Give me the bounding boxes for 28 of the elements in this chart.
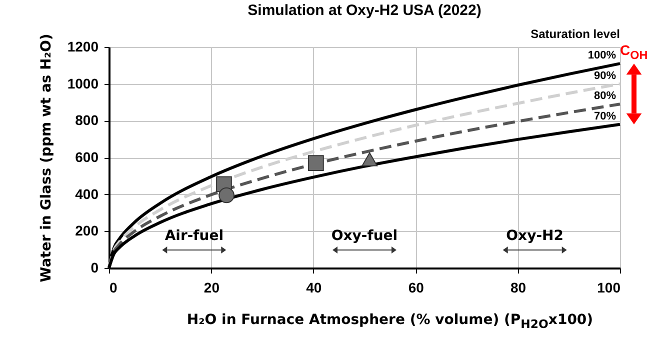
series-label: 80% bbox=[594, 90, 616, 102]
y-tick-label: 200 bbox=[75, 222, 99, 239]
y-tick-label: 400 bbox=[75, 186, 99, 202]
point bbox=[218, 187, 234, 204]
y-tick-label: 600 bbox=[75, 149, 99, 165]
series-label: 100% bbox=[588, 50, 616, 62]
y-axis-title: Water in Glass (ppm wt as H₂O) bbox=[38, 34, 54, 282]
x-axis-title: H₂O in Furnace Atmosphere (% volume) (P$_{H2O}$x100) bbox=[186, 312, 594, 331]
chart-title: Simulation at Oxy-H2 USA (2022) bbox=[248, 2, 482, 19]
series-label: 70% bbox=[594, 110, 616, 122]
x-tick-label: 20 bbox=[204, 280, 220, 296]
annotation: C$_{OH}$ bbox=[620, 42, 648, 62]
x-tick-label: 60 bbox=[408, 280, 424, 296]
x-tick-label: 100 bbox=[597, 280, 621, 296]
y-tick-label: 1200 bbox=[67, 38, 99, 54]
annotation: Oxy-fuel bbox=[331, 228, 398, 244]
y-tick-label: 800 bbox=[75, 112, 99, 128]
legend-title: Saturation level bbox=[530, 27, 620, 41]
annotation: Oxy-H2 bbox=[506, 228, 564, 244]
y-tick-label: 1000 bbox=[67, 75, 99, 92]
y-tick-label: 0 bbox=[90, 260, 99, 276]
point bbox=[308, 155, 324, 171]
x-tick-label: 40 bbox=[306, 280, 322, 296]
x-tick-label: 0 bbox=[110, 280, 118, 296]
x-tick-label: 80 bbox=[510, 280, 526, 296]
series-label: 90% bbox=[594, 70, 616, 82]
annotation: Air-fuel bbox=[164, 228, 224, 244]
point bbox=[362, 152, 378, 166]
